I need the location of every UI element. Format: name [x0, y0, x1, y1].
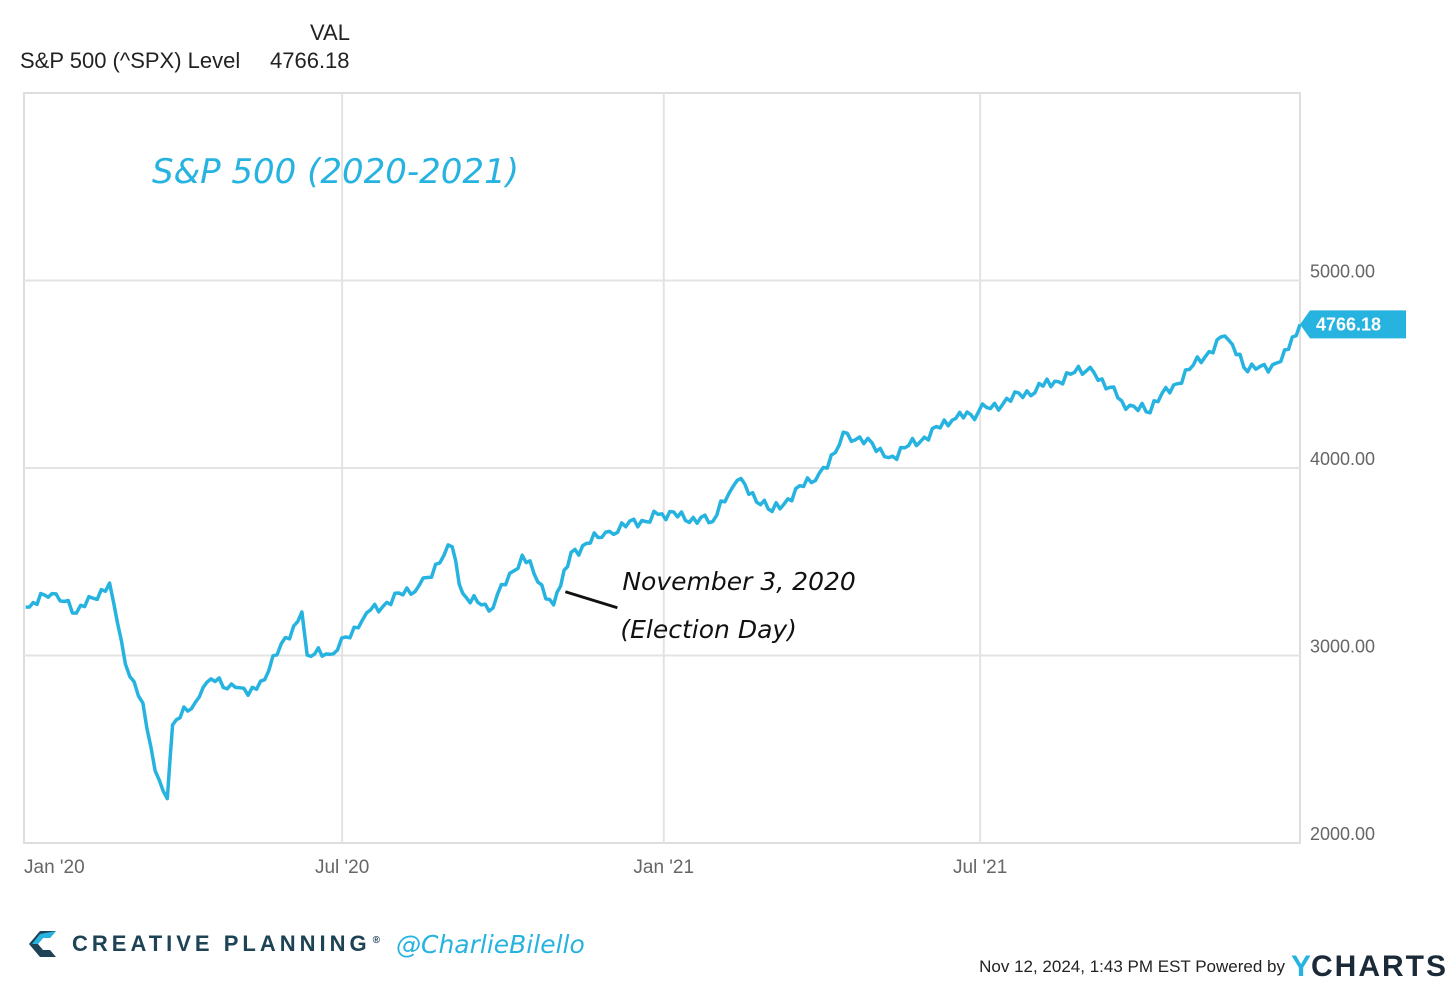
ycharts-logo-text: CHARTS: [1311, 950, 1448, 983]
y-tick-label: 4000.00: [1310, 449, 1375, 469]
chart-title: S&P 500 (2020-2021): [152, 152, 519, 192]
y-tick-label: 5000.00: [1310, 262, 1375, 282]
creative-planning-logo-icon: [29, 931, 56, 957]
timestamp: Nov 12, 2024, 1:43 PM EST Powered by: [979, 957, 1285, 976]
x-axis-labels: Jan '20 Jul '20 Jan '21 Jul '21: [24, 857, 1007, 878]
legend-series-value: 4766.18: [270, 48, 350, 73]
ycharts-logo-y: Y: [1290, 950, 1311, 983]
annotation-line2: (Election Day): [620, 615, 797, 644]
chart-svg: 2000.00 3000.00 4000.00 5000.00 Jan '20 Jul …: [23, 92, 1406, 878]
grid-layer: [24, 93, 1300, 843]
footer-credit: Nov 12, 2024, 1:43 PM EST Powered by Y C…: [979, 950, 1448, 984]
footer-brand: CREATIVE PLANNING ® @CharlieBilello: [26, 926, 585, 962]
brand-name: CREATIVE PLANNING ®: [72, 931, 384, 956]
author-handle[interactable]: @CharlieBilello: [395, 929, 585, 959]
last-value-badge: 4766.18: [1300, 310, 1406, 339]
election-annotation: November 3, 2020 (Election Day): [564, 567, 856, 644]
y-axis-labels: 2000.00 3000.00 4000.00 5000.00: [1310, 262, 1375, 845]
last-value-badge-shape: [1300, 310, 1406, 339]
legend-series-name[interactable]: S&P 500 (^SPX) Level: [20, 48, 241, 73]
legend-column-header: VAL: [310, 20, 350, 45]
last-value-badge-text: 4766.18: [1316, 314, 1381, 334]
annotation-pointer: [564, 590, 618, 610]
y-tick-label: 2000.00: [1310, 824, 1375, 844]
x-tick-label: Jan '20: [24, 857, 85, 878]
ycharts-logo[interactable]: Y CHARTS: [1291, 950, 1448, 984]
series-line[interactable]: [25, 323, 1302, 801]
x-tick-label: Jan '21: [633, 857, 694, 878]
x-tick-label: Jul '21: [953, 857, 1007, 878]
x-tick-label: Jul '20: [315, 857, 369, 878]
annotation-line1: November 3, 2020: [622, 567, 855, 596]
y-tick-label: 3000.00: [1310, 637, 1375, 657]
